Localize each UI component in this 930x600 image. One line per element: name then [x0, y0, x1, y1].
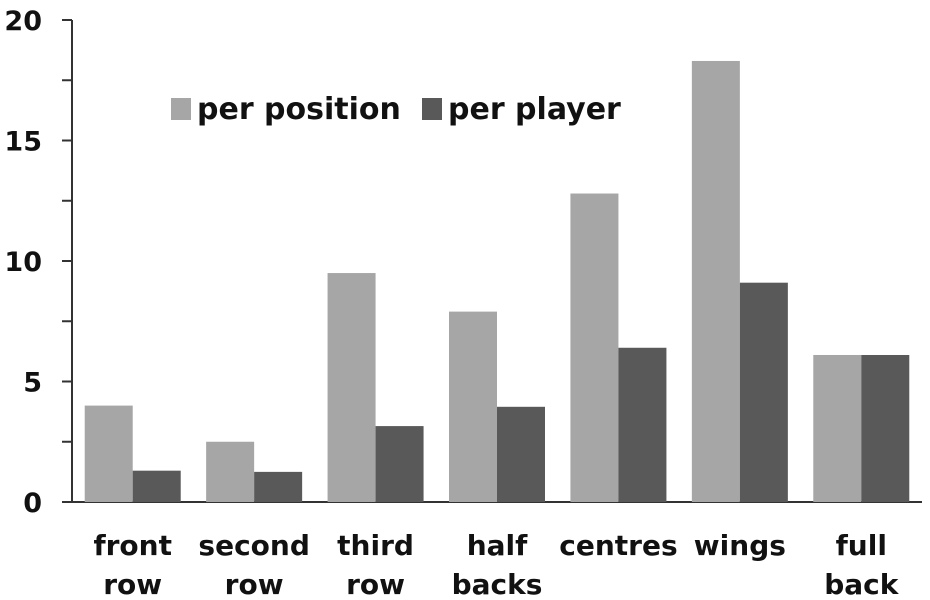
category-label: row — [346, 568, 405, 600]
legend: per position per player — [171, 92, 621, 127]
category-label: front — [93, 529, 172, 562]
legend-swatch-per-player — [422, 98, 442, 120]
bar-per-player-3 — [497, 406, 545, 502]
bar-per-position-5 — [691, 60, 740, 502]
bar-per-position-4 — [570, 193, 619, 502]
legend-label-per-player: per player — [448, 92, 621, 127]
category-labels: front row second row third row half backs centre… — [93, 529, 899, 600]
category-label: wings — [694, 529, 786, 562]
bar-per-player-2 — [375, 426, 424, 502]
legend-label-per-position: per position — [197, 92, 401, 127]
bar-per-player-6 — [861, 354, 910, 502]
bar-per-position-3 — [449, 311, 497, 502]
bar-per-player-5 — [739, 282, 788, 502]
category-label: full — [836, 529, 887, 562]
category-label: row — [103, 568, 162, 600]
y-tick-label: 15 — [4, 127, 42, 158]
bar-per-player-1 — [254, 471, 303, 502]
category-label: third — [337, 529, 414, 562]
y-tick-label: 0 — [23, 488, 42, 519]
bar-per-player-0 — [132, 470, 181, 502]
bar-per-position-0 — [84, 405, 133, 502]
category-label: half — [467, 529, 528, 562]
y-tick-label: 10 — [4, 247, 42, 278]
legend-swatch-per-position — [171, 98, 191, 120]
bars — [84, 60, 910, 502]
category-label: back — [824, 568, 900, 600]
category-label: backs — [452, 568, 543, 600]
y-tick-label: 20 — [4, 6, 42, 37]
bar-per-position-1 — [206, 441, 255, 502]
bar-per-position-6 — [813, 354, 862, 502]
category-label: centres — [559, 529, 677, 562]
category-label: row — [225, 568, 284, 600]
bar-per-player-4 — [618, 347, 667, 502]
y-tick-label: 5 — [23, 368, 42, 399]
bar-per-position-2 — [327, 273, 376, 502]
category-label: second — [198, 529, 309, 562]
